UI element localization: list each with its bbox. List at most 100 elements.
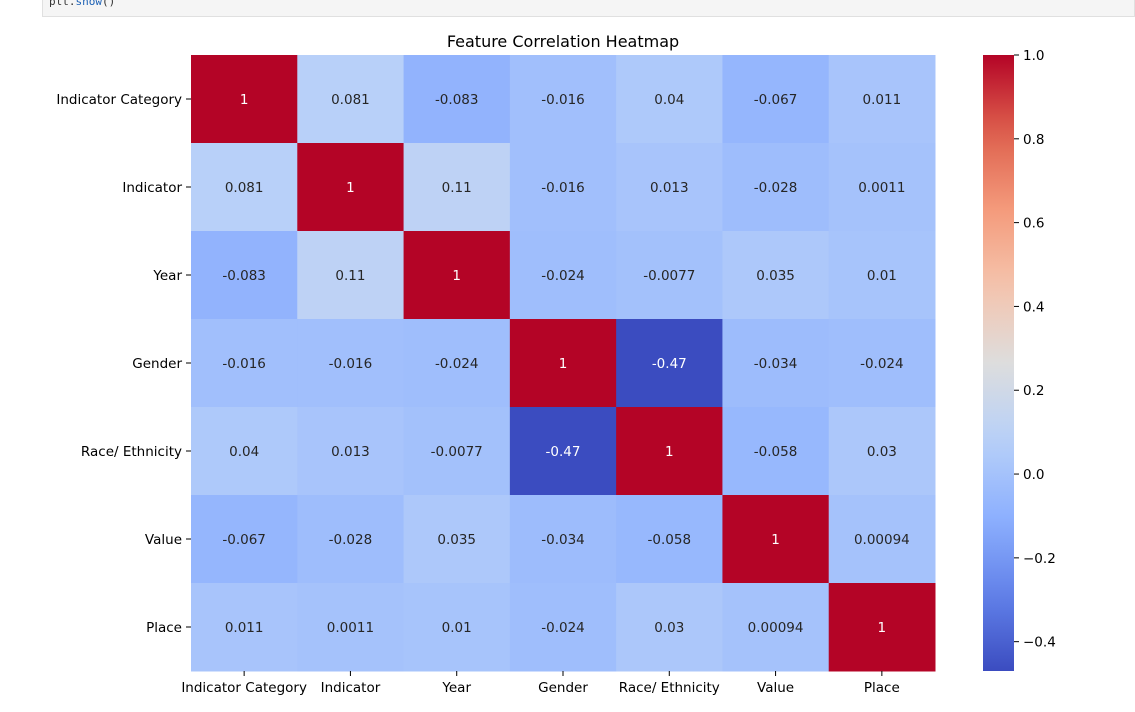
- chart-title: Feature Correlation Heatmap: [447, 32, 679, 51]
- colorbar-tick-label: 0.8: [1023, 132, 1044, 148]
- cell-annotation: 1: [452, 268, 461, 284]
- cell-annotation: -0.024: [541, 620, 585, 636]
- heatmap-cell: [828, 583, 936, 672]
- cell-annotation: 0.01: [867, 268, 897, 284]
- x-tick-label: Gender: [538, 680, 588, 696]
- heatmap-cell: [297, 143, 405, 232]
- heatmap-cell: [191, 407, 298, 496]
- heatmap-cell: [509, 143, 617, 232]
- colorbar-gradient: [983, 55, 1014, 671]
- heatmap-cell: [297, 495, 405, 584]
- heatmap-cell: [722, 231, 830, 320]
- heatmap-cell: [722, 143, 830, 232]
- heatmap-cell: [722, 55, 830, 144]
- x-tick-label: Place: [864, 680, 900, 696]
- cell-annotation: 0.0011: [327, 620, 374, 636]
- cell-annotation: -0.016: [329, 356, 373, 372]
- heatmap-cell: [509, 583, 617, 672]
- code-method: show: [75, 0, 103, 8]
- heatmap-cell: [509, 231, 617, 320]
- cell-annotation: 0.11: [442, 180, 472, 196]
- cell-annotation: -0.024: [860, 356, 904, 372]
- cell-annotation: 0.081: [331, 92, 370, 108]
- code-line: plt.show(): [49, 0, 115, 8]
- heatmap-cell: [403, 407, 511, 496]
- heatmap-cell: [191, 143, 298, 232]
- heatmap-cell: [509, 55, 617, 144]
- x-axis: Indicator Category Indicator Year Gender Rac…: [181, 671, 900, 696]
- cell-annotation: 0.011: [225, 620, 264, 636]
- cell-annotation: -0.47: [546, 444, 581, 460]
- y-tick-label: Value: [145, 532, 182, 548]
- cell-annotation: -0.034: [541, 532, 585, 548]
- cell-annotation: -0.067: [222, 532, 266, 548]
- cell-annotation: 1: [559, 356, 568, 372]
- cell-annotation: 0.081: [225, 180, 264, 196]
- heatmap-cell: [616, 495, 723, 584]
- cell-annotation: 1: [771, 532, 780, 548]
- cell-annotation: -0.058: [754, 444, 798, 460]
- cell-annotation: 0.00094: [854, 532, 910, 548]
- code-cell-output: plt.show(): [42, 0, 1135, 17]
- heatmap-cell: [616, 583, 723, 672]
- heatmap-cell: [828, 407, 936, 496]
- y-tick-label: Indicator: [122, 180, 182, 196]
- heatmap-cell: [722, 319, 830, 408]
- x-tick-label: Year: [441, 680, 471, 696]
- cell-annotation: -0.058: [648, 532, 692, 548]
- cell-annotation: -0.067: [754, 92, 798, 108]
- cell-annotation: -0.016: [541, 180, 585, 196]
- cell-annotation: -0.024: [435, 356, 479, 372]
- heatmap-cell: [828, 231, 936, 320]
- cell-annotation: 0.03: [654, 620, 684, 636]
- cell-annotation: -0.47: [652, 356, 687, 372]
- cell-annotation: 1: [665, 444, 674, 460]
- x-tick-label: Race/ Ethnicity: [619, 680, 720, 696]
- cell-annotation: 0.01: [442, 620, 472, 636]
- heatmap-cell: [403, 231, 511, 320]
- heatmap-cell: [297, 55, 405, 144]
- heatmap-cell: [722, 583, 830, 672]
- heatmap-cell: [828, 319, 936, 408]
- heatmap-cell: [828, 55, 936, 144]
- x-tick-label: Value: [757, 680, 794, 696]
- cell-annotation: 0.0011: [858, 180, 905, 196]
- heatmap-cell: [616, 319, 723, 408]
- heatmap-cell: [191, 55, 298, 144]
- heatmap-cell: [297, 583, 405, 672]
- colorbar-tick-label: 0.2: [1023, 383, 1044, 399]
- heatmap-cell: [509, 319, 617, 408]
- heatmap-cell: [403, 495, 511, 584]
- y-tick-label: Place: [146, 620, 182, 636]
- heatmap-cell: [297, 407, 405, 496]
- heatmap-cell: [509, 495, 617, 584]
- y-tick-label: Indicator Category: [56, 92, 182, 108]
- heatmap-cell: [191, 583, 298, 672]
- y-tick-label: Gender: [132, 356, 182, 372]
- cell-annotation: 1: [346, 180, 355, 196]
- heatmap-cell: [722, 495, 830, 584]
- heatmap-cell: [403, 143, 511, 232]
- cell-annotation: 0.03: [867, 444, 897, 460]
- code-object: plt: [49, 0, 69, 8]
- colorbar-tick-label: −0.4: [1023, 635, 1056, 651]
- heatmap-cell: [297, 231, 405, 320]
- cell-annotation: 1: [240, 92, 249, 108]
- cell-annotation: 0.011: [863, 92, 902, 108]
- colorbar-tick-label: −0.2: [1023, 551, 1056, 567]
- heatmap-cell: [722, 407, 830, 496]
- colorbar-tick-label: 0.0: [1023, 467, 1044, 483]
- colorbar-tick-label: 0.4: [1023, 299, 1044, 315]
- cell-annotation: 0.04: [654, 92, 684, 108]
- cell-annotation: -0.034: [754, 356, 798, 372]
- cell-annotation: 0.035: [437, 532, 476, 548]
- code-suffix: (): [102, 0, 116, 8]
- y-axis: Indicator Category Indicator Year Gender Rac…: [56, 92, 191, 636]
- cell-annotation: -0.016: [222, 356, 266, 372]
- cell-annotation: -0.0077: [643, 268, 695, 284]
- y-tick-label: Year: [152, 268, 182, 284]
- cell-annotation: -0.083: [222, 268, 266, 284]
- cell-annotation: -0.028: [329, 532, 373, 548]
